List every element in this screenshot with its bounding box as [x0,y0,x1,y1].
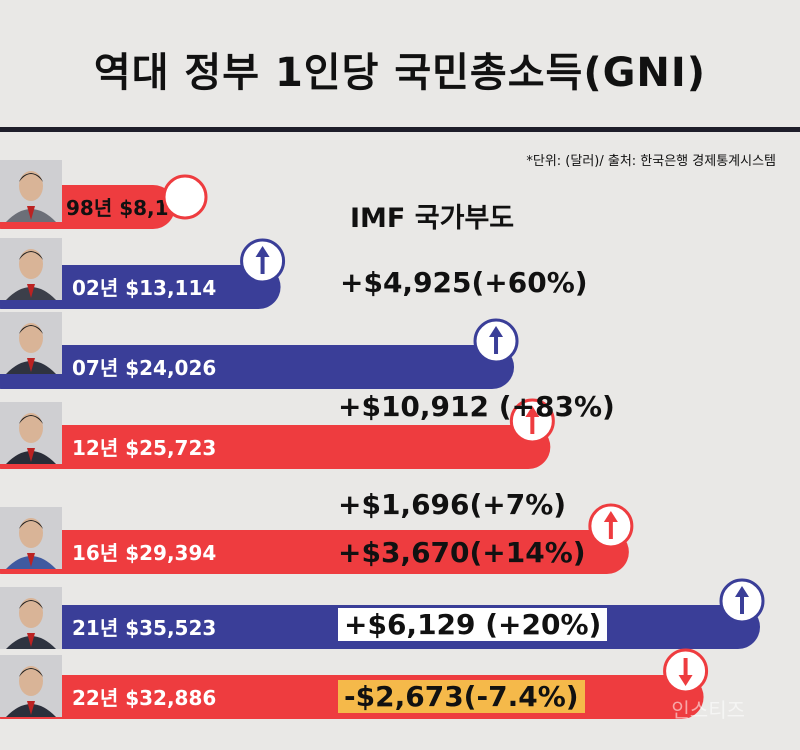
change-label: +$4,925(+60%) [340,266,588,299]
bar-label: 12년 $25,723 [72,436,216,460]
bar-label: 21년 $35,523 [72,616,216,640]
bar-label: 02년 $13,114 [72,276,216,300]
bar-02년 [0,265,281,309]
bar-12년 [0,425,551,469]
chart-title: 역대 정부 1인당 국민총소득(GNI) [93,50,707,96]
bar-label: 22년 $32,886 [72,686,216,710]
change-label: +$10,912 (+83%) [338,390,615,423]
change-label: -$2,673(-7.4%) [338,680,585,713]
title-divider [0,127,800,132]
bar-07년 [0,345,515,389]
bar-16년 [0,530,629,574]
bar-label: 07년 $24,026 [72,356,216,380]
source-note: *단위: (달러)/ 출처: 한국은행 경제통계시스템 [526,154,776,169]
portrait-icon [0,160,62,222]
portrait-icon [0,402,62,464]
portrait-icon [0,312,62,374]
arrow-circle [162,174,208,220]
portrait-icon [0,507,62,569]
portrait-icon [0,238,62,300]
imf-annotation: IMF 국가부도 [350,203,515,234]
arrow-up-icon [525,406,540,434]
arrow-up-icon [735,586,749,614]
watermark: 인스티즈 [671,698,745,722]
arrow-up-icon [255,246,270,274]
change-label: +$3,670(+14%) [338,536,586,569]
portrait-icon [0,655,62,717]
arrow-up-icon [603,511,618,539]
arrow-down-icon [678,658,693,686]
arrow-up-icon [489,326,504,354]
change-label: +$6,129 (+20%) [338,608,608,641]
change-label: +$1,696(+7%) [338,488,567,521]
bar-label: 16년 $29,394 [72,541,216,565]
portrait-icon [0,587,62,649]
